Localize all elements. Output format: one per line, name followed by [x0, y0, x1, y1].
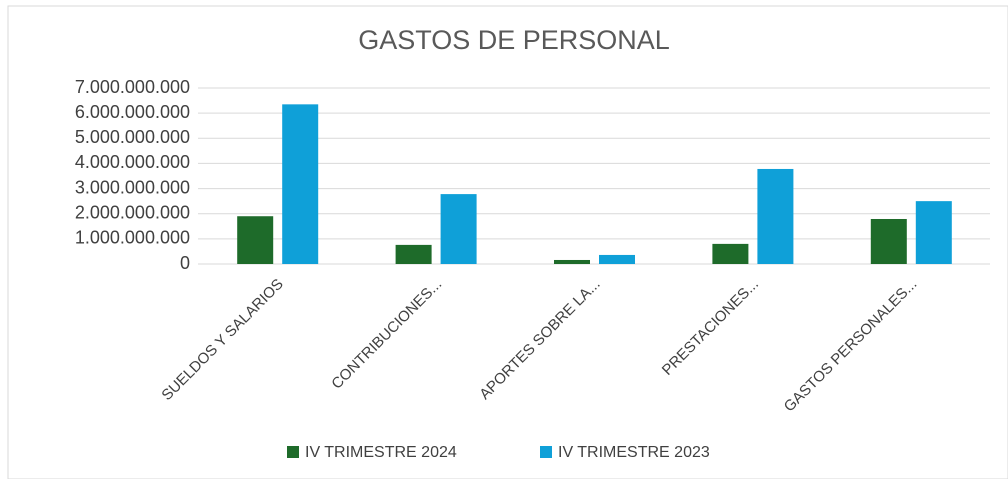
x-tick-label: CONTRIBUCIONES... — [328, 276, 445, 393]
chart-title: GASTOS DE PERSONAL — [358, 25, 670, 55]
y-tick-label: 2.000.000.000 — [75, 202, 190, 222]
bar — [237, 216, 274, 264]
bar — [554, 259, 590, 264]
bar — [757, 168, 794, 264]
legend-label: IV TRIMESTRE 2024 — [305, 444, 457, 461]
bar — [870, 218, 907, 264]
y-tick-label: 7.000.000.000 — [75, 77, 190, 97]
bar — [599, 254, 635, 264]
bar — [915, 201, 952, 264]
bar — [440, 194, 477, 264]
x-tick-label: APORTES SOBRE LA... — [476, 276, 603, 403]
bar — [282, 104, 319, 264]
y-tick-label: 3.000.000.000 — [75, 177, 190, 197]
legend-label: IV TRIMESTRE 2023 — [558, 444, 710, 461]
legend-swatch — [287, 446, 299, 458]
x-tick-label: PRESTACIONES... — [659, 276, 762, 379]
legend-swatch — [540, 446, 552, 458]
x-tick-label: SUELDOS Y SALARIOS — [158, 276, 286, 404]
y-tick-label: 5.000.000.000 — [75, 127, 190, 147]
y-tick-label: 6.000.000.000 — [75, 102, 190, 122]
y-tick-label: 1.000.000.000 — [75, 228, 190, 248]
bar — [395, 244, 432, 264]
y-tick-label: 4.000.000.000 — [75, 152, 190, 172]
x-tick-label: GASTOS PERSONALES... — [781, 276, 921, 416]
bar — [712, 243, 749, 264]
y-tick-label: 0 — [180, 253, 190, 273]
